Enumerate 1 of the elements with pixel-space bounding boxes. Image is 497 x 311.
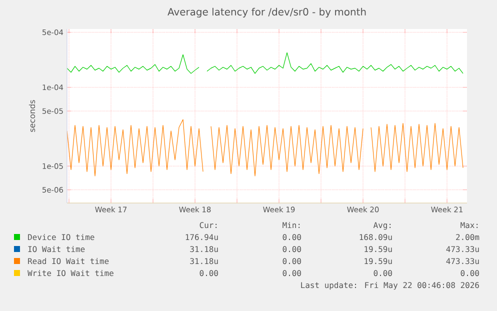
chart-title: Average latency for /dev/sr0 - by month bbox=[168, 8, 366, 18]
